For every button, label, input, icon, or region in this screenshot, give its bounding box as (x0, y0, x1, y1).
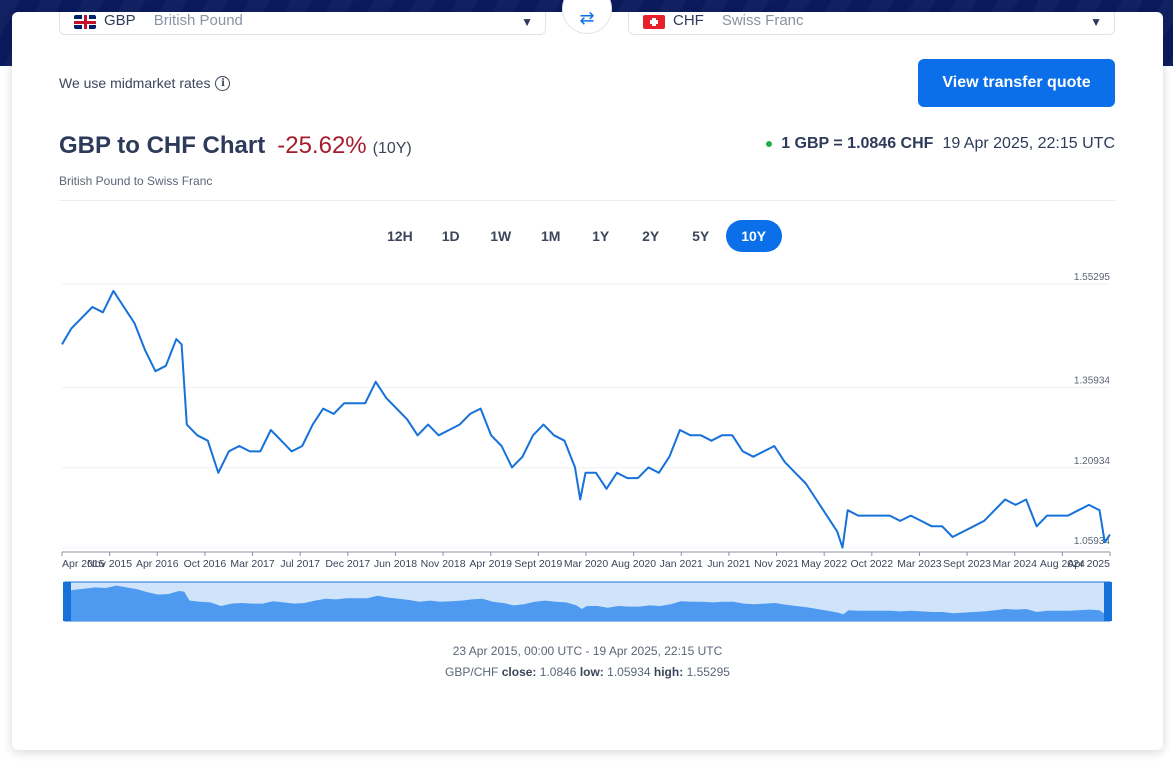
period-12h-button[interactable]: 12H (387, 228, 413, 244)
period-selector: 12H 1D 1W 1M 1Y 2Y 5Y 10Y (374, 220, 782, 252)
from-currency-name: British Pound (153, 12, 243, 29)
chevron-down-icon: ▼ (521, 15, 533, 29)
low-label: low: (579, 665, 604, 679)
x-tick-label: Aug 2024 (1040, 558, 1085, 570)
close-value: 1.0846 (539, 665, 577, 679)
x-tick-label: Mar 2017 (230, 558, 275, 570)
chevron-down-icon: ▼ (1090, 15, 1102, 29)
x-tick-label: Nov 2015 (87, 558, 132, 570)
y-tick-label: 1.35934 (1074, 376, 1111, 387)
series-line (61, 289, 1111, 549)
navigator-handle-left (63, 582, 71, 621)
period-5y-button[interactable]: 5Y (692, 228, 710, 244)
x-tick-label: Mar 2020 (564, 558, 609, 570)
y-tick-label: 1.20934 (1074, 456, 1111, 467)
chart-subtitle: British Pound to Swiss Franc (59, 174, 213, 188)
chart-stats: GBP/CHF close: 1.0846 low: 1.05934 high:… (12, 665, 1163, 679)
live-dot-icon (766, 141, 773, 147)
period-1m-button[interactable]: 1M (540, 228, 561, 244)
chart-title-row: GBP to CHF Chart -25.62% (10Y) (59, 132, 412, 160)
y-tick-label: 1.55295 (1074, 272, 1111, 283)
divider (59, 200, 1115, 201)
period-1y-button[interactable]: 1Y (592, 228, 610, 244)
to-currency-code: CHF (673, 12, 704, 29)
x-tick-label: Sept 2019 (514, 558, 562, 570)
x-tick-label: Mar 2023 (897, 558, 942, 570)
change-period: (10Y) (372, 140, 412, 157)
x-tick-label: Jun 2018 (374, 558, 417, 570)
x-tick-label: Jan 2021 (660, 558, 703, 570)
x-tick-label: Mar 2024 (993, 558, 1038, 570)
from-currency-select[interactable]: GBP British Pound ▼ (59, 12, 546, 35)
midmarket-text: We use midmarket rates (59, 75, 211, 91)
navigator-area (65, 585, 1110, 621)
x-tick-label: Apr 2015 (62, 558, 105, 570)
x-tick-label: Dec 2017 (325, 558, 370, 570)
change-percent: -25.62% (277, 132, 367, 159)
swap-arrows-icon: ⇄ (579, 7, 595, 28)
ch-flag-icon (643, 15, 665, 29)
x-tick-label: Oct 2022 (851, 558, 894, 570)
x-tick-label: Aug 2020 (611, 558, 656, 570)
x-tick-label: May 2022 (801, 558, 847, 570)
rate-timestamp: 19 Apr 2025, 22:15 UTC (942, 135, 1115, 152)
x-tick-label: Apr 2019 (469, 558, 512, 570)
x-tick-label: Jul 2017 (280, 558, 320, 570)
x-tick-label: Jun 2021 (707, 558, 750, 570)
high-label: high: (653, 665, 684, 679)
close-label: close: (501, 665, 537, 679)
midmarket-note: We use midmarket rates i (59, 75, 231, 91)
to-currency-name: Swiss Franc (721, 12, 804, 29)
gb-flag-icon (74, 15, 96, 29)
x-tick-label: Apr 2025 (1067, 558, 1110, 570)
x-tick-label: Apr 2016 (136, 558, 179, 570)
chart-date-range: 23 Apr 2015, 00:00 UTC - 19 Apr 2025, 22… (452, 644, 723, 658)
low-value: 1.05934 (607, 665, 651, 679)
rate-value: 1 GBP = 1.0846 CHF (781, 135, 934, 152)
y-tick-label: 1.05934 (1074, 536, 1111, 547)
x-tick-label: Oct 2016 (184, 558, 227, 570)
to-currency-select[interactable]: CHF Swiss Franc ▼ (628, 12, 1115, 35)
high-value: 1.55295 (686, 665, 730, 679)
period-1d-button[interactable]: 1D (441, 228, 460, 244)
stats-pair: GBP/CHF (445, 665, 499, 679)
current-rate: 1 GBP = 1.0846 CHF 19 Apr 2025, 22:15 UT… (766, 135, 1115, 153)
swap-currencies-button[interactable]: ⇄ (562, 0, 612, 34)
period-1w-button[interactable]: 1W (490, 228, 512, 244)
from-currency-code: GBP (104, 12, 136, 29)
info-icon[interactable]: i (215, 75, 231, 91)
x-tick-label: Nov 2021 (754, 558, 799, 570)
navigator-handle-right (1104, 582, 1112, 621)
chart-card: GBP British Pound ▼ ⇄ CHF Swiss Franc ▼ … (12, 0, 1163, 750)
view-transfer-quote-button[interactable]: View transfer quote (918, 59, 1115, 107)
period-2y-button[interactable]: 2Y (642, 228, 660, 244)
x-tick-label: Nov 2018 (421, 558, 466, 570)
period-10y-button[interactable]: 10Y (725, 220, 782, 252)
x-tick-label: Sept 2023 (943, 558, 991, 570)
chart-title: GBP to CHF Chart (59, 132, 266, 159)
